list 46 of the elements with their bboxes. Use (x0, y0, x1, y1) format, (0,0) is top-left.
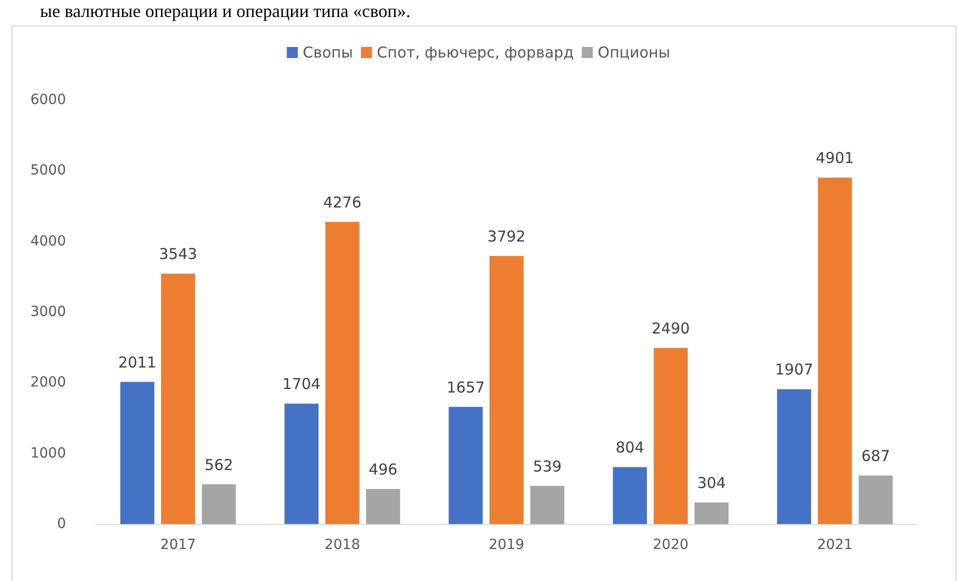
bar (858, 475, 893, 524)
legend-label: Свопы (302, 44, 353, 62)
bar (777, 389, 812, 524)
bar (694, 502, 728, 524)
x-tick-label: 2018 (324, 537, 360, 553)
data-label: 2490 (652, 320, 690, 338)
bar (202, 484, 236, 524)
data-label: 1657 (446, 378, 485, 396)
data-label: 3792 (487, 228, 526, 246)
data-label: 539 (532, 457, 562, 476)
data-label: 4276 (323, 193, 362, 212)
y-tick-label: 0 (57, 516, 66, 532)
y-tick-label: 4000 (30, 233, 66, 250)
data-label: 4901 (816, 149, 854, 168)
bar (325, 222, 360, 524)
legend-label: Спот, фьючерс, форвард (376, 44, 574, 62)
x-tick-label: 2017 (160, 537, 196, 553)
data-label: 1907 (775, 360, 814, 379)
legend-label: Опционы (598, 44, 670, 62)
data-label: 3543 (159, 245, 198, 264)
bar (366, 488, 400, 524)
text: ые валютные операции и операции типа «своп». (40, 1, 411, 21)
y-tick-label: 6000 (30, 92, 66, 108)
bar (284, 404, 318, 524)
data-label: 562 (204, 456, 234, 474)
data-label: 1704 (282, 375, 321, 394)
bar (120, 382, 154, 524)
y-tick-label: 3000 (30, 304, 66, 320)
x-tick-label: 2020 (652, 537, 689, 553)
data-label: 804 (616, 438, 644, 457)
x-tick-label: 2021 (817, 537, 853, 553)
bar (530, 486, 564, 524)
bar (161, 274, 196, 524)
data-label: 687 (861, 446, 890, 465)
x-tick-label: 2019 (488, 537, 524, 553)
bar (612, 467, 647, 524)
data-label: 496 (368, 460, 398, 478)
data-label: 304 (697, 474, 726, 492)
y-tick-label: 1000 (30, 445, 66, 462)
y-tick-label: 5000 (30, 162, 66, 179)
bar (654, 348, 688, 524)
bar (818, 178, 852, 524)
y-tick-label: 2000 (30, 374, 66, 391)
data-label: 2011 (118, 353, 156, 372)
bar (448, 406, 483, 524)
bar (490, 256, 524, 524)
